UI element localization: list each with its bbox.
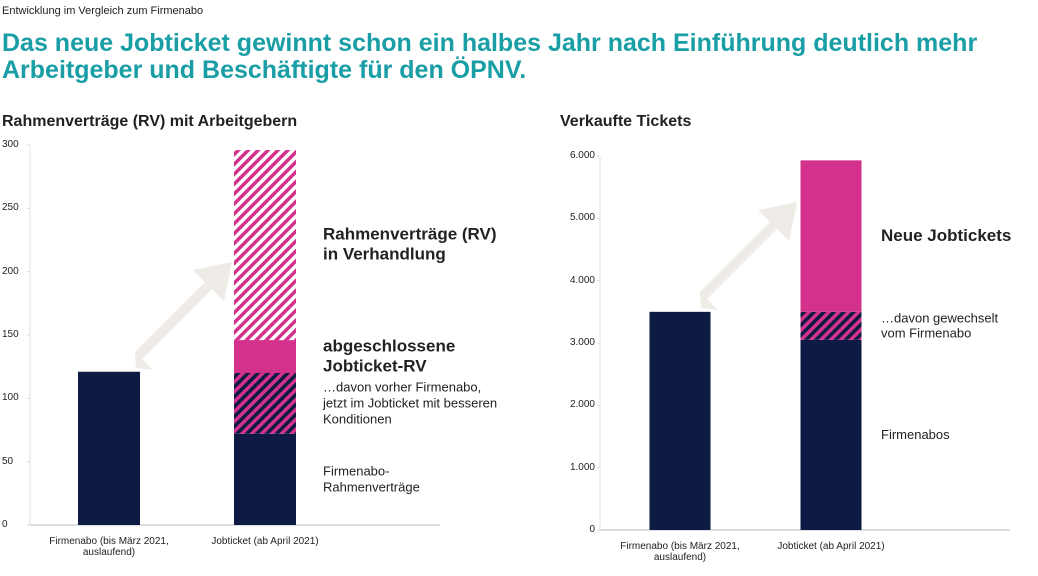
y-tick-label: 3.000 xyxy=(569,337,595,348)
series-label: Firmenabos xyxy=(881,427,950,443)
arrow xyxy=(700,202,797,310)
bar-segment xyxy=(800,160,862,312)
chart-title: Rahmenverträge (RV) mit Arbeitgebern xyxy=(2,113,298,130)
kicker: Entwicklung im Vergleich zum Firmenabo xyxy=(2,5,204,17)
y-tick-label: 6.000 xyxy=(569,150,595,161)
y-tick-label: 300 xyxy=(2,139,19,150)
series-label: …davon vorher Firmenabo, jetzt im Jobtic… xyxy=(323,380,498,427)
page-title: Das neue Jobticket gewinnt schon ein hal… xyxy=(2,29,978,84)
y-tick-label: 0 xyxy=(589,524,595,535)
series-label: Neue Jobtickets xyxy=(881,225,1012,245)
bar-segment xyxy=(234,150,296,341)
bar-segment xyxy=(649,311,711,530)
bar-segment xyxy=(800,339,862,530)
y-tick-label: 5.000 xyxy=(569,212,595,224)
y-tick-label: 50 xyxy=(2,455,14,467)
y-tick-label: 250 xyxy=(2,202,19,214)
x-tick-label: Firmenabo (bis März 2021, auslaufend) xyxy=(620,541,740,563)
series-label: Firmenabo-Rahmenverträge xyxy=(323,463,420,495)
y-tick-label: 4.000 xyxy=(569,274,595,286)
y-tick-label: 150 xyxy=(2,329,19,340)
series-label: Rahmenverträge (RV) in Verhandlung xyxy=(323,224,497,265)
y-tick-label: 1.000 xyxy=(569,461,595,473)
chart-title: Verkaufte Tickets xyxy=(560,113,692,130)
bar-segment xyxy=(78,371,140,525)
y-tick-label: 100 xyxy=(2,392,19,404)
x-tick-label: Jobticket (ab April 2021) xyxy=(777,541,885,552)
arrow xyxy=(135,262,232,370)
y-tick-label: 200 xyxy=(2,265,19,277)
series-label: abgeschlossene Jobticket-RV xyxy=(323,336,456,376)
x-tick-label: Jobticket (ab April 2021) xyxy=(211,536,319,547)
bar-segment xyxy=(234,373,296,434)
y-tick-label: 0 xyxy=(2,519,8,530)
bar-segment xyxy=(234,433,296,525)
y-tick-label: 2.000 xyxy=(569,399,595,411)
bar-segment xyxy=(234,340,296,373)
x-tick-label: Firmenabo (bis März 2021, auslaufend) xyxy=(49,536,169,558)
bar-segment xyxy=(800,311,862,340)
series-label: …davon gewechselt vom Firmenabo xyxy=(881,310,999,341)
